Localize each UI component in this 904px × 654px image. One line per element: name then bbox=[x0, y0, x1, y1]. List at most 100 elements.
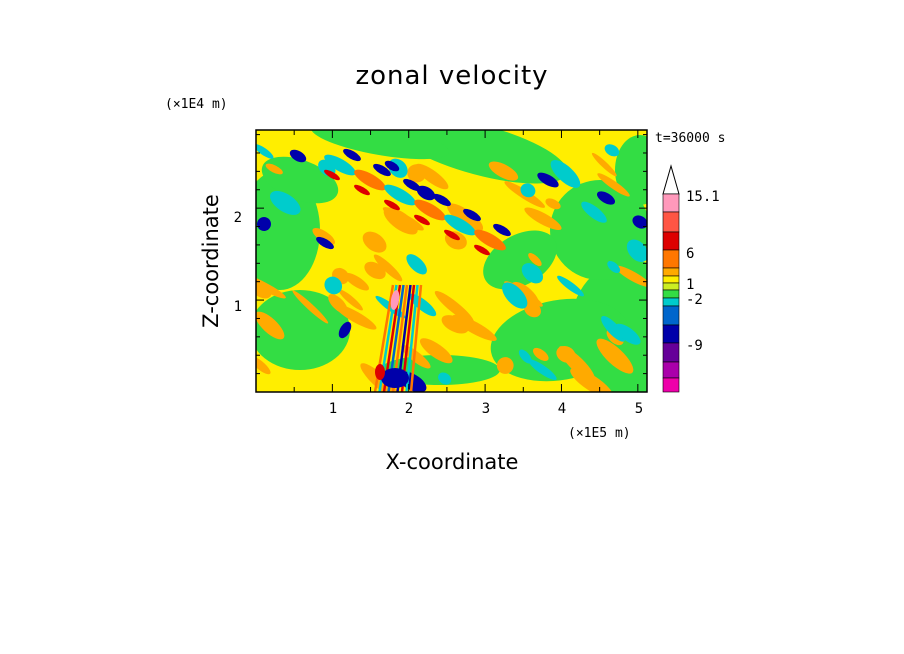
contour-region bbox=[441, 315, 469, 334]
contour-region bbox=[524, 207, 562, 231]
contour-region bbox=[265, 163, 283, 175]
x-tick-label: 4 bbox=[558, 401, 566, 417]
x-tick-label: 1 bbox=[329, 401, 337, 417]
contour-region bbox=[626, 239, 647, 263]
contour-region bbox=[433, 193, 451, 207]
contour-region bbox=[545, 198, 561, 210]
contour-region bbox=[362, 231, 387, 253]
x-tick-label: 2 bbox=[405, 401, 413, 417]
contour-region bbox=[438, 372, 452, 385]
contour-region bbox=[604, 144, 620, 157]
contour-region bbox=[521, 263, 544, 284]
contour-region bbox=[364, 261, 386, 280]
colorbar-swatch bbox=[662, 305, 680, 326]
contour-region bbox=[496, 357, 514, 374]
contour-region bbox=[324, 169, 340, 181]
contour-region bbox=[343, 148, 361, 162]
contour-region bbox=[256, 356, 271, 375]
contour-region bbox=[401, 345, 431, 369]
contour-region bbox=[558, 346, 595, 382]
contour-region bbox=[474, 229, 506, 251]
x-tick-labels: 1 2 3 4 5 bbox=[329, 401, 643, 417]
contour-region bbox=[381, 368, 409, 388]
contour-region bbox=[338, 289, 363, 311]
contour-field bbox=[256, 130, 647, 392]
colorbar-swatch bbox=[662, 342, 680, 363]
contour-region bbox=[354, 184, 370, 196]
colorbar-label: 1 bbox=[686, 277, 694, 293]
contour-region bbox=[383, 207, 418, 235]
contour-region bbox=[403, 178, 421, 192]
contour-region bbox=[528, 359, 557, 381]
colorbar-swatch bbox=[662, 211, 680, 233]
colorbar-label: 15.1 bbox=[686, 189, 720, 205]
contour-region bbox=[601, 316, 626, 342]
y-axis-label: Z-coordinate bbox=[199, 194, 223, 328]
colorbar-label: -2 bbox=[686, 292, 703, 308]
contour-region bbox=[384, 199, 400, 211]
contour-region bbox=[269, 190, 301, 215]
contour-region bbox=[292, 290, 329, 324]
contour-region bbox=[614, 323, 641, 345]
contour-region bbox=[493, 223, 511, 237]
contour-region bbox=[257, 217, 271, 231]
colorbar-label: -9 bbox=[686, 338, 703, 354]
contour-region bbox=[447, 203, 484, 232]
x-axis-label: X-coordinate bbox=[386, 450, 519, 474]
contour-region bbox=[324, 154, 356, 176]
colorbar bbox=[662, 164, 680, 393]
contour-region bbox=[615, 265, 647, 288]
contour-region bbox=[289, 149, 307, 163]
colorbar-swatch bbox=[662, 267, 680, 277]
contour-region bbox=[384, 160, 400, 172]
x-tick-label: 3 bbox=[482, 401, 490, 417]
contour-region bbox=[520, 183, 536, 198]
contour-region bbox=[550, 159, 581, 188]
contour-region bbox=[581, 201, 607, 223]
contour-region bbox=[375, 364, 385, 380]
time-label: t=36000 s bbox=[655, 131, 725, 146]
contour-region bbox=[444, 229, 460, 241]
contour-region bbox=[256, 144, 274, 159]
contour-region bbox=[414, 214, 430, 226]
contour-region bbox=[338, 321, 352, 339]
colorbar-swatch bbox=[662, 275, 680, 284]
contour-region bbox=[324, 276, 343, 295]
contour-region bbox=[416, 185, 436, 201]
colorbar-swatch bbox=[662, 231, 680, 251]
contour-region bbox=[344, 272, 370, 291]
contour-region bbox=[596, 191, 616, 205]
colorbar-swatch bbox=[662, 249, 680, 269]
contour-region bbox=[409, 284, 423, 392]
contour-region bbox=[591, 152, 617, 177]
colorbar-swatch bbox=[662, 297, 680, 307]
contour-region bbox=[312, 227, 336, 245]
contour-region bbox=[532, 347, 549, 361]
x-tick-label: 5 bbox=[635, 401, 643, 417]
contour-region bbox=[632, 215, 647, 229]
contour-region bbox=[256, 290, 350, 370]
contour-region bbox=[596, 338, 634, 374]
colorbar-swatch bbox=[662, 377, 680, 393]
contour-region bbox=[528, 253, 542, 267]
contour-region bbox=[256, 311, 285, 340]
y-tick-label: 2 bbox=[234, 210, 242, 226]
contour-region bbox=[550, 180, 647, 280]
y-tick-labels: 1 2 bbox=[234, 210, 242, 315]
contour-region bbox=[415, 163, 449, 190]
y-scale-label: (×1E4 m) bbox=[165, 97, 228, 112]
colorbar-swatch bbox=[662, 289, 680, 299]
contour-region bbox=[406, 254, 427, 275]
contour-region bbox=[444, 214, 476, 236]
plot-frame bbox=[255, 129, 648, 393]
contour-region bbox=[328, 294, 348, 314]
contour-region bbox=[316, 236, 334, 250]
contour-region bbox=[256, 274, 286, 299]
chart-title: zonal velocity bbox=[355, 61, 548, 91]
contour-region bbox=[557, 275, 584, 297]
contour-region bbox=[518, 349, 532, 364]
contour-region bbox=[488, 161, 519, 181]
colorbar-label: 6 bbox=[686, 246, 694, 262]
colorbar-top-arrow bbox=[662, 164, 680, 195]
